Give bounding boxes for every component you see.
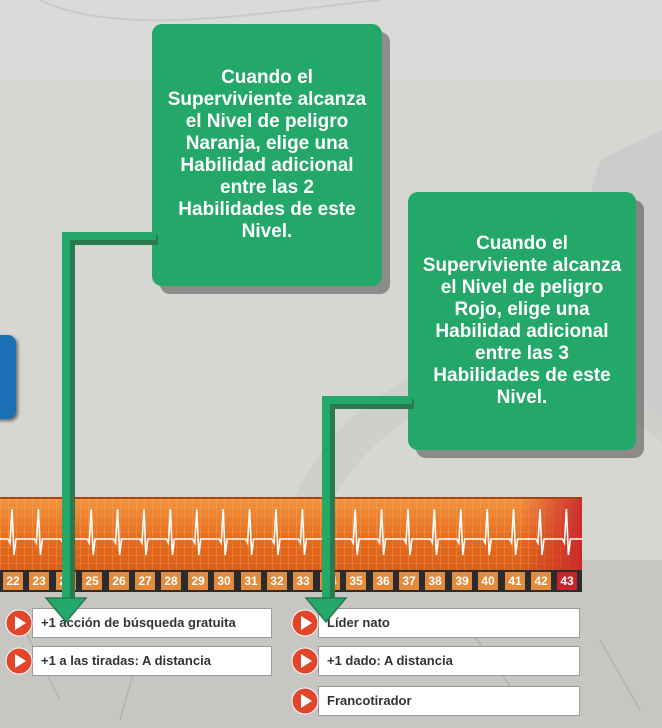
play-icon bbox=[291, 647, 319, 675]
danger-level-41: 41 bbox=[505, 572, 525, 590]
danger-level-32: 32 bbox=[267, 572, 287, 590]
orange-level-callout-text: Cuando el Superviviente alcanza el Nivel… bbox=[167, 67, 367, 242]
danger-level-numbers: 22 23 24 25 26 27 28 29 30 31 32 33 34 35 36 37 38 39 40 41… bbox=[0, 570, 582, 592]
danger-level-37: 37 bbox=[399, 572, 419, 590]
danger-level-36: 36 bbox=[373, 572, 393, 590]
skill-label: +1 a las tiradas: A distancia bbox=[41, 653, 211, 668]
skill-label: +1 acción de búsqueda gratuita bbox=[41, 615, 236, 630]
danger-level-26: 26 bbox=[109, 572, 129, 590]
danger-level-35: 35 bbox=[346, 572, 366, 590]
danger-level-30: 30 bbox=[214, 572, 234, 590]
skill-red-1: Líder nato bbox=[318, 608, 580, 638]
play-icon bbox=[5, 647, 33, 675]
red-level-callout: Cuando el Superviviente alcanza el Nivel… bbox=[408, 192, 636, 450]
play-icon bbox=[291, 687, 319, 715]
orange-level-callout: Cuando el Superviviente alcanza el Nivel… bbox=[152, 24, 382, 286]
danger-level-39: 39 bbox=[452, 572, 472, 590]
danger-track-ecg bbox=[0, 497, 582, 573]
skill-label: Líder nato bbox=[327, 615, 390, 630]
danger-level-27: 27 bbox=[135, 572, 155, 590]
danger-level-33: 33 bbox=[293, 572, 313, 590]
side-tab bbox=[0, 335, 16, 419]
danger-level-28: 28 bbox=[161, 572, 181, 590]
danger-level-23: 23 bbox=[29, 572, 49, 590]
skill-label: +1 dado: A distancia bbox=[327, 653, 453, 668]
danger-level-38: 38 bbox=[425, 572, 445, 590]
red-level-callout-text: Cuando el Superviviente alcanza el Nivel… bbox=[422, 233, 622, 408]
play-icon bbox=[291, 609, 319, 637]
skill-label: Francotirador bbox=[327, 693, 412, 708]
danger-level-40: 40 bbox=[478, 572, 498, 590]
play-icon bbox=[5, 609, 33, 637]
danger-level-29: 29 bbox=[188, 572, 208, 590]
danger-level-43: 43 bbox=[557, 572, 577, 590]
skill-red-2: +1 dado: A distancia bbox=[318, 646, 580, 676]
skill-red-3: Francotirador bbox=[318, 686, 580, 716]
danger-level-31: 31 bbox=[241, 572, 261, 590]
skill-orange-2: +1 a las tiradas: A distancia bbox=[32, 646, 272, 676]
danger-level-25: 25 bbox=[82, 572, 102, 590]
danger-level-42: 42 bbox=[531, 572, 551, 590]
danger-level-22: 22 bbox=[3, 572, 23, 590]
